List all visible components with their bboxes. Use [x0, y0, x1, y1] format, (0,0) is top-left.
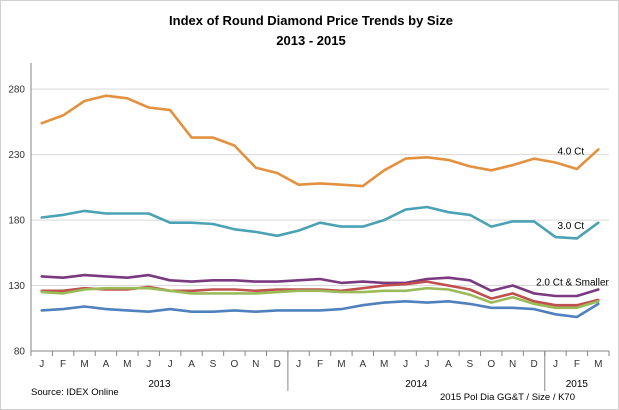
- year-label: 2015: [566, 379, 589, 390]
- x-tick-label: M: [594, 359, 602, 370]
- series-label-1: 4.0 Ct: [557, 146, 584, 157]
- x-tick-label: J: [296, 359, 301, 370]
- x-tick-label: J: [39, 359, 44, 370]
- series-line-6: [40, 299, 600, 319]
- x-tick-label: D: [530, 359, 537, 370]
- year-label: 2014: [405, 379, 428, 390]
- x-tick-label: M: [123, 359, 131, 370]
- x-tick-label: J: [425, 359, 430, 370]
- x-tick-label: S: [210, 359, 217, 370]
- chart-subtitle: 2013 - 2015: [276, 33, 345, 48]
- x-tick-label: A: [445, 359, 452, 370]
- y-tick-label: 280: [8, 85, 25, 96]
- series-line-1: [40, 94, 600, 188]
- year-label: 2013: [148, 379, 171, 390]
- series-line-2: [40, 205, 600, 240]
- x-tick-label: D: [274, 359, 281, 370]
- x-tick-label: F: [317, 359, 323, 370]
- y-tick-label: 80: [14, 347, 26, 358]
- x-tick-label: A: [188, 359, 195, 370]
- y-tick-label: 230: [8, 150, 25, 161]
- credit-note: 2015 Pol Dia GG&T / Size / K70: [440, 392, 575, 403]
- x-tick-label: O: [487, 359, 495, 370]
- x-tick-label: J: [403, 359, 408, 370]
- series-lines: [40, 94, 600, 319]
- series-labels: 4.0 Ct 3.0 Ct 2.0 Ct & Smaller: [536, 146, 609, 288]
- x-tick-label: J: [168, 359, 173, 370]
- x-tick-label: F: [574, 359, 580, 370]
- x-tick-label: O: [230, 359, 238, 370]
- chart-title: Index of Round Diamond Price Trends by S…: [169, 13, 453, 28]
- gridlines: [31, 88, 609, 287]
- x-tick-label: M: [380, 359, 388, 370]
- x-tick-label: N: [509, 359, 516, 370]
- x-tick-label: M: [80, 359, 88, 370]
- y-tick-label: 180: [8, 216, 25, 227]
- axes: 80 130 180 230 280 J F M A M J J A S O N D J F M A M J J A S O N D J F…: [8, 63, 610, 391]
- x-tick-label: M: [337, 359, 345, 370]
- series-line-5: [40, 286, 600, 310]
- series-label-3: 2.0 Ct & Smaller: [536, 277, 609, 288]
- x-tick-label: S: [467, 359, 474, 370]
- series-label-2: 3.0 Ct: [557, 221, 584, 232]
- y-tick-label: 130: [8, 281, 25, 292]
- x-tick-label: N: [252, 359, 259, 370]
- x-tick-label: A: [359, 359, 366, 370]
- series-line-3: [40, 273, 600, 298]
- x-tick-label: J: [553, 359, 558, 370]
- source-note: Source: IDEX Online: [31, 387, 119, 398]
- x-tick-label: F: [60, 359, 66, 370]
- x-tick-label: A: [103, 359, 110, 370]
- x-tick-label: J: [146, 359, 151, 370]
